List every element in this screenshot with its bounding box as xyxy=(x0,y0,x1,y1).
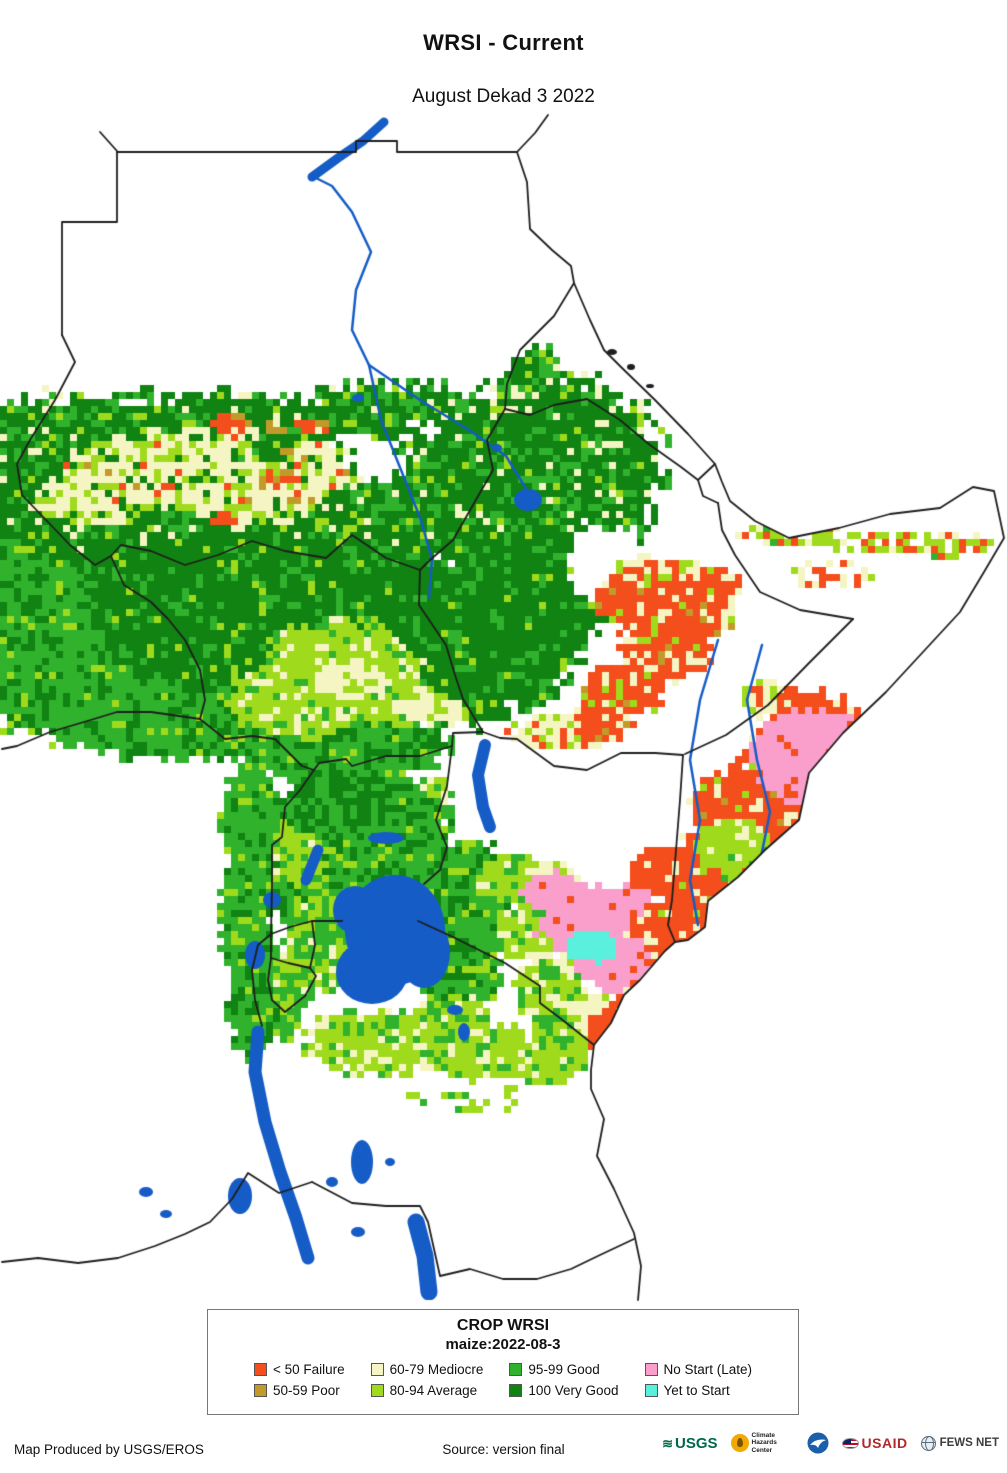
legend-label: 95-99 Good xyxy=(528,1361,600,1377)
legend-item-verygood: 100 Very Good xyxy=(509,1381,619,1399)
legend-swatch-poor xyxy=(253,1383,267,1397)
legend-item-failure: < 50 Failure xyxy=(253,1360,345,1378)
legend-swatch-failure xyxy=(253,1362,267,1376)
produced-by-text: Map Produced by USGS/EROS xyxy=(14,1442,204,1457)
chc-logo: Climate Hazards Center xyxy=(730,1432,794,1454)
source-text: Source: version final xyxy=(442,1442,565,1457)
legend-item-yettostart: Yet to Start xyxy=(644,1381,753,1399)
legend-swatch-yettostart xyxy=(644,1383,658,1397)
legend-label: 80-94 Average xyxy=(389,1382,478,1398)
legend: CROP WRSI maize:2022-08-3 < 50 Failure 50… xyxy=(207,1309,799,1415)
legend-label: < 50 Failure xyxy=(272,1361,345,1377)
chc-logo-text: Climate Hazards Center xyxy=(751,1432,777,1454)
legend-swatch-good xyxy=(509,1362,523,1376)
footer-logos: ≋ USGS Climate Hazards Center USAID FEWS… xyxy=(662,1432,999,1455)
legend-swatch-verygood xyxy=(509,1383,523,1397)
legend-swatch-average xyxy=(370,1383,384,1397)
usgs-logo: ≋ USGS xyxy=(662,1435,717,1452)
legend-label: 50-59 Poor xyxy=(272,1382,340,1398)
chc-drop-icon xyxy=(730,1434,749,1453)
legend-title: CROP WRSI xyxy=(456,1317,550,1334)
legend-item-nostart: No Start (Late) xyxy=(644,1360,753,1378)
noaa-logo xyxy=(807,1432,829,1454)
legend-item-mediocre: 60-79 Mediocre xyxy=(370,1360,484,1378)
legend-items: < 50 Failure 50-59 Poor 60-79 Mediocre 80-9… xyxy=(208,1360,798,1399)
legend-item-good: 95-99 Good xyxy=(509,1360,618,1378)
usaid-flag-icon xyxy=(841,1437,859,1449)
legend-item-poor: 50-59 Poor xyxy=(253,1381,345,1399)
legend-label: 100 Very Good xyxy=(528,1382,619,1398)
legend-swatch-nostart xyxy=(644,1362,658,1376)
fewsnet-logo-text: FEWS NET xyxy=(939,1437,999,1450)
map-title: WRSI - Current xyxy=(423,30,584,55)
legend-swatch-mediocre xyxy=(370,1362,384,1376)
usaid-logo-text: USAID xyxy=(861,1435,908,1452)
globe-icon xyxy=(920,1435,936,1451)
legend-label: 60-79 Mediocre xyxy=(389,1361,484,1377)
usaid-logo: USAID xyxy=(841,1435,908,1452)
legend-label: Yet to Start xyxy=(663,1382,730,1398)
legend-subtitle: maize:2022-08-3 xyxy=(445,1336,561,1353)
legend-item-average: 80-94 Average xyxy=(370,1381,484,1399)
usgs-logo-text: USGS xyxy=(675,1434,718,1452)
footer: Map Produced by USGS/EROS Source: versio… xyxy=(0,1428,1007,1473)
map-subtitle: August Dekad 3 2022 xyxy=(412,86,595,107)
legend-label: No Start (Late) xyxy=(663,1361,753,1377)
fewsnet-logo: FEWS NET xyxy=(920,1435,999,1451)
noaa-emblem-icon xyxy=(807,1432,829,1454)
usgs-wave-icon: ≋ xyxy=(662,1435,673,1451)
